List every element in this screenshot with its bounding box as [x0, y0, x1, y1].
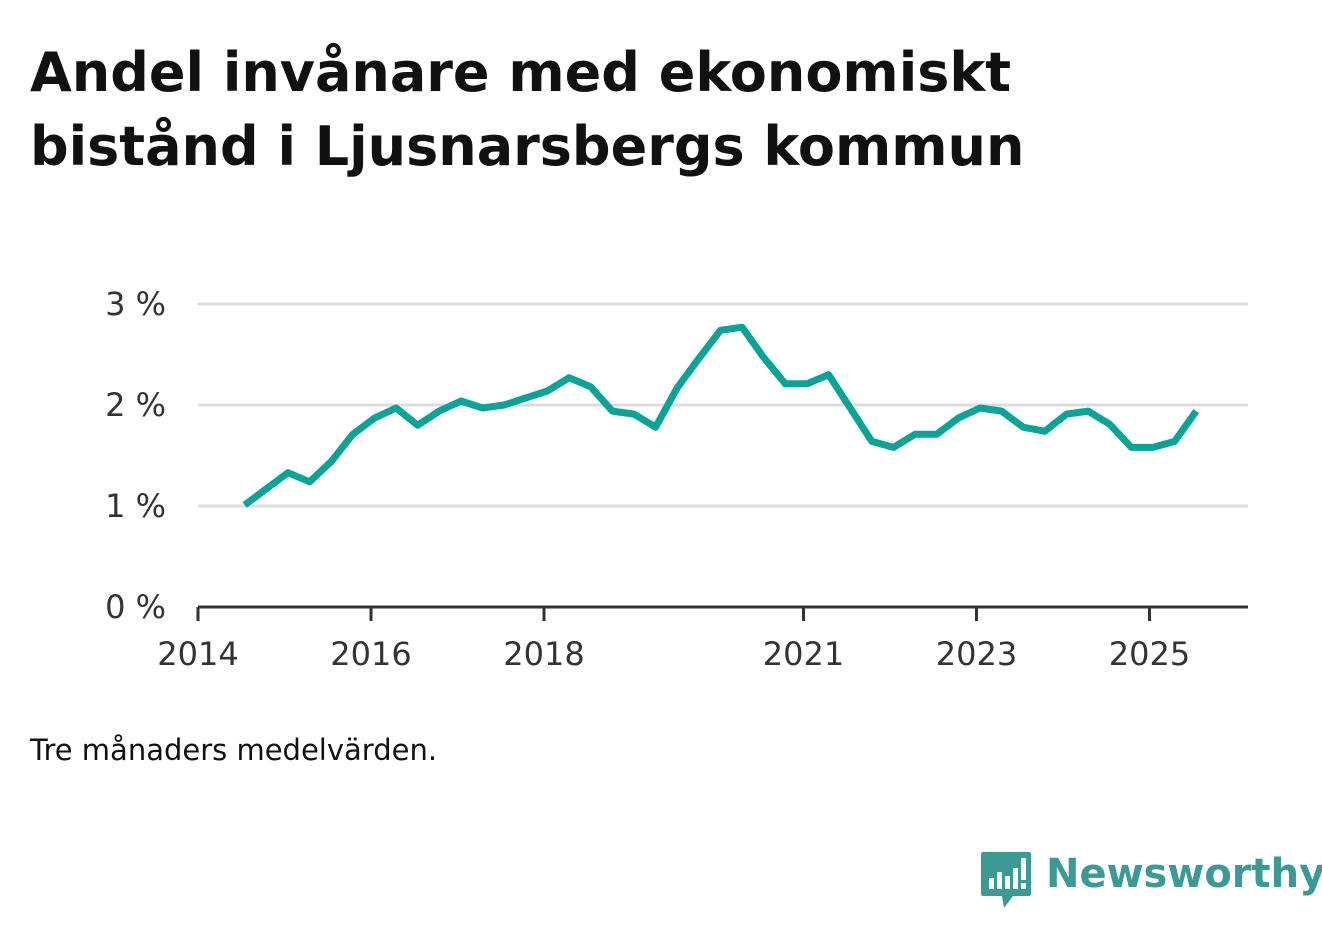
x-tick-label: 2018 — [503, 635, 584, 673]
y-tick-label: 0 % — [105, 588, 166, 626]
x-axis: 2014 2016 2018 2021 2023 2025 — [157, 605, 1248, 673]
y-axis-labels: 0 % 1 % 2 % 3 % — [105, 285, 166, 626]
x-tick-label: 2021 — [763, 635, 844, 673]
brand-logo: Newsworthy — [980, 850, 1322, 910]
footnote: Tre månaders medelvärden. — [30, 733, 438, 767]
x-tick-label: 2023 — [936, 635, 1017, 673]
x-tick-label: 2025 — [1109, 635, 1190, 673]
x-tick-label: 2016 — [330, 635, 411, 673]
x-tick-label: 2014 — [157, 635, 238, 673]
y-tick-label: 1 % — [105, 487, 166, 525]
series-layer — [242, 323, 1200, 508]
chart-title: Andel invånare med ekonomiskt bistånd i … — [30, 41, 1025, 178]
y-tick-label: 2 % — [105, 386, 166, 424]
newsworthy-logo-icon — [981, 852, 1031, 908]
series-line — [242, 323, 1200, 508]
y-tick-label: 3 % — [105, 285, 166, 323]
brand-name: Newsworthy — [1046, 851, 1322, 897]
gridlines — [198, 302, 1248, 508]
